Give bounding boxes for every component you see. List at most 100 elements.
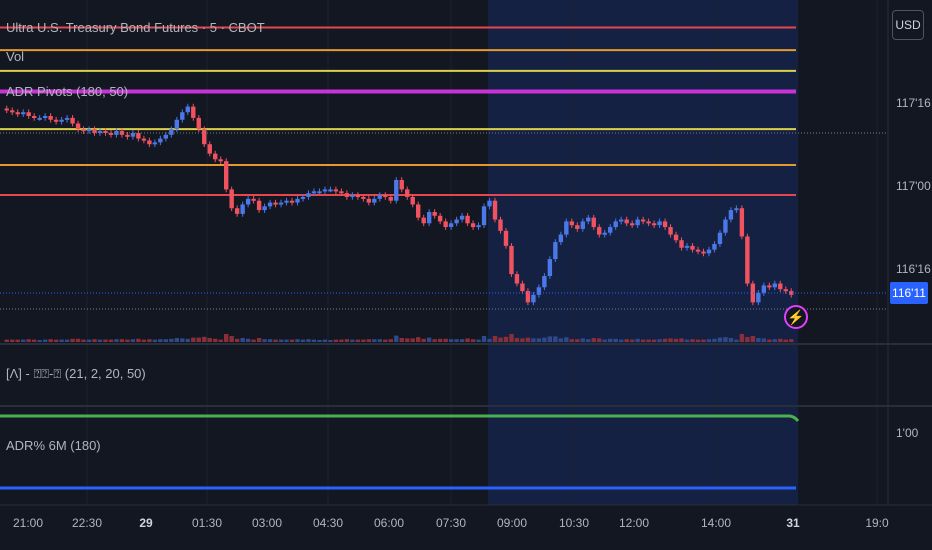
volume-bar bbox=[86, 339, 92, 342]
volume-bar bbox=[481, 336, 487, 342]
volume-bar bbox=[75, 338, 81, 342]
volume-bar bbox=[783, 339, 788, 342]
time-axis-label: 01:30 bbox=[191, 516, 223, 530]
volume-bar bbox=[383, 339, 388, 342]
volume-bar bbox=[15, 339, 20, 342]
candle-body bbox=[465, 215, 470, 224]
candle-body bbox=[64, 117, 70, 120]
volume-bar bbox=[185, 338, 190, 342]
candle-body bbox=[31, 116, 37, 118]
volume-bar bbox=[333, 339, 339, 342]
candle-body bbox=[180, 112, 185, 120]
candle-body bbox=[300, 196, 306, 199]
candle-body bbox=[399, 180, 404, 190]
candle-body bbox=[580, 221, 585, 229]
volume-bar bbox=[256, 338, 262, 342]
candle-body bbox=[191, 106, 196, 118]
candle-body bbox=[70, 117, 75, 124]
candle-body bbox=[289, 200, 295, 203]
candle-body bbox=[498, 219, 503, 231]
candle-body bbox=[245, 198, 251, 205]
vol-legend[interactable]: Vol bbox=[6, 49, 25, 64]
candle-body bbox=[668, 227, 673, 235]
candle-body bbox=[651, 223, 657, 226]
candle-body bbox=[311, 191, 317, 194]
volume-bar bbox=[657, 339, 662, 342]
candle-body bbox=[97, 131, 103, 134]
candle-body bbox=[706, 249, 712, 254]
candle-body bbox=[520, 283, 525, 292]
candle-body bbox=[202, 129, 207, 145]
volume-bar bbox=[624, 339, 629, 342]
current-price-tag: 116'11 bbox=[890, 282, 928, 304]
time-axis-label: 21:00 bbox=[12, 516, 44, 530]
volume-bar bbox=[761, 338, 767, 342]
volume-bar bbox=[789, 339, 794, 342]
candle-body bbox=[295, 198, 300, 203]
candle-body bbox=[536, 287, 542, 295]
volume-bar bbox=[662, 338, 668, 342]
volume-bar bbox=[613, 338, 618, 342]
candle-body bbox=[152, 142, 158, 145]
currency-button[interactable]: USD bbox=[892, 10, 924, 40]
volume-bar bbox=[750, 336, 756, 342]
candle-body bbox=[597, 227, 602, 235]
candle-body bbox=[234, 208, 240, 214]
volume-bar bbox=[684, 339, 690, 342]
candle-body bbox=[734, 208, 739, 211]
candle-body bbox=[767, 285, 772, 288]
volume-bar bbox=[586, 339, 591, 342]
candle-body bbox=[701, 251, 706, 254]
time-axis-label: 19:0 bbox=[865, 516, 889, 530]
candle-body bbox=[470, 223, 476, 228]
candle-body bbox=[229, 189, 234, 209]
chart-title: Ultra U.S. Treasury Bond Futures · 5 · C… bbox=[6, 20, 265, 35]
adr-percent-legend[interactable]: ADR% 6M (180) bbox=[6, 438, 101, 453]
volume-bar bbox=[608, 338, 613, 342]
volume-bar bbox=[213, 338, 218, 342]
candle-body bbox=[459, 215, 465, 220]
candle-body bbox=[635, 219, 640, 226]
candle-body bbox=[185, 106, 190, 113]
candle-body bbox=[278, 202, 284, 205]
volume-bar bbox=[119, 339, 125, 342]
candle-body bbox=[388, 196, 393, 201]
volume-bar bbox=[350, 339, 355, 342]
candle-body bbox=[262, 206, 267, 211]
candle-body bbox=[416, 204, 421, 218]
lightning-icon[interactable]: ⚡ bbox=[784, 305, 808, 329]
candle-body bbox=[339, 191, 344, 194]
volume-bar bbox=[344, 339, 350, 342]
volume-bar bbox=[536, 338, 542, 342]
price-axis-label: 116'16 bbox=[896, 262, 931, 276]
indicator-legend-2[interactable]: [Λ] - ⍰⍰-⍰ (21, 2, 20, 50) bbox=[6, 366, 146, 381]
volume-bar bbox=[31, 339, 37, 342]
price-axis-label: 117'00 bbox=[896, 179, 931, 193]
time-axis-label: 06:00 bbox=[373, 516, 405, 530]
candle-body bbox=[4, 108, 9, 111]
candle-body bbox=[454, 219, 459, 224]
volume-bar bbox=[317, 340, 322, 342]
volume-bar bbox=[207, 338, 212, 342]
volume-bar bbox=[284, 339, 289, 342]
candle-body bbox=[207, 144, 212, 154]
candle-body bbox=[789, 291, 794, 295]
candle-body bbox=[745, 236, 750, 284]
volume-bar bbox=[470, 339, 476, 342]
volume-bar bbox=[174, 338, 180, 342]
adr-pivots-legend[interactable]: ADR Pivots (180, 50) bbox=[6, 84, 129, 99]
candle-body bbox=[125, 134, 130, 137]
volume-bar bbox=[679, 338, 684, 342]
candle-body bbox=[492, 200, 498, 220]
candle-body bbox=[778, 283, 783, 290]
volume-bar bbox=[542, 337, 547, 342]
volume-bar bbox=[723, 337, 728, 342]
volume-bar bbox=[651, 339, 657, 342]
candle-body bbox=[728, 210, 734, 220]
candle-body bbox=[443, 221, 448, 228]
volume-bar bbox=[476, 339, 481, 342]
session-shade bbox=[488, 0, 798, 505]
volume-bar bbox=[520, 338, 525, 342]
candle-body bbox=[158, 138, 163, 143]
